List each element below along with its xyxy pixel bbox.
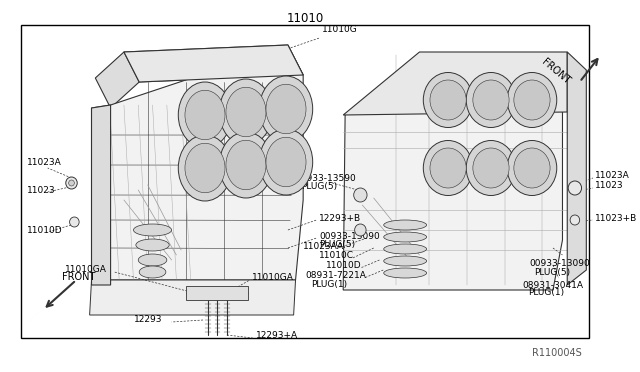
Text: 12293+B: 12293+B — [319, 214, 362, 222]
Text: 11010D: 11010D — [326, 262, 362, 270]
Text: 11010C: 11010C — [319, 251, 355, 260]
Polygon shape — [92, 105, 111, 285]
Circle shape — [568, 181, 582, 195]
Ellipse shape — [134, 224, 172, 236]
Ellipse shape — [384, 220, 427, 230]
Ellipse shape — [507, 141, 557, 196]
Polygon shape — [124, 45, 303, 82]
Ellipse shape — [259, 129, 313, 195]
Ellipse shape — [266, 137, 306, 187]
Ellipse shape — [139, 266, 166, 278]
Bar — [21, 25, 589, 338]
Ellipse shape — [220, 132, 273, 198]
Text: 11023A: 11023A — [595, 170, 630, 180]
Ellipse shape — [185, 143, 225, 193]
Ellipse shape — [384, 232, 427, 242]
Text: 00933-13090: 00933-13090 — [319, 231, 380, 241]
Text: PLUG(5): PLUG(5) — [534, 267, 570, 276]
Polygon shape — [343, 58, 563, 290]
Ellipse shape — [466, 73, 516, 128]
Text: PLUG(1): PLUG(1) — [311, 279, 347, 289]
Text: 11010GA: 11010GA — [65, 266, 107, 275]
Ellipse shape — [266, 84, 306, 134]
Ellipse shape — [185, 90, 225, 140]
Ellipse shape — [473, 80, 509, 120]
Circle shape — [70, 217, 79, 227]
Text: 12293: 12293 — [134, 315, 162, 324]
Ellipse shape — [430, 148, 466, 188]
Text: 12293+A: 12293+A — [255, 331, 298, 340]
Circle shape — [68, 180, 74, 186]
Text: 11023AA: 11023AA — [303, 241, 344, 250]
Text: 00933-13090: 00933-13090 — [529, 260, 590, 269]
Text: 08931-7221A: 08931-7221A — [305, 272, 366, 280]
Polygon shape — [90, 280, 296, 315]
Text: 11023: 11023 — [595, 180, 623, 189]
Polygon shape — [186, 286, 248, 300]
Ellipse shape — [514, 80, 550, 120]
Ellipse shape — [226, 87, 266, 137]
Polygon shape — [95, 52, 139, 108]
Ellipse shape — [136, 239, 169, 251]
Text: 11010G: 11010G — [322, 25, 358, 34]
Text: 08931-3041A: 08931-3041A — [522, 280, 584, 289]
Text: PLUG(5): PLUG(5) — [319, 240, 355, 248]
Ellipse shape — [423, 73, 473, 128]
Text: 11010: 11010 — [287, 12, 324, 25]
Polygon shape — [92, 46, 303, 280]
Ellipse shape — [473, 148, 509, 188]
Polygon shape — [567, 52, 586, 285]
Polygon shape — [343, 52, 567, 115]
Ellipse shape — [138, 254, 167, 266]
Text: 00933-13590: 00933-13590 — [296, 173, 356, 183]
Ellipse shape — [179, 135, 232, 201]
Text: 11010D: 11010D — [27, 225, 62, 234]
Ellipse shape — [259, 76, 313, 142]
Text: PLUG(1): PLUG(1) — [528, 289, 564, 298]
Ellipse shape — [384, 244, 427, 254]
Ellipse shape — [466, 141, 516, 196]
Ellipse shape — [179, 82, 232, 148]
Ellipse shape — [430, 80, 466, 120]
Text: 11023A: 11023A — [27, 157, 61, 167]
Polygon shape — [124, 45, 303, 82]
Text: PLUG(5): PLUG(5) — [301, 182, 337, 190]
Text: 11023: 11023 — [27, 186, 55, 195]
Circle shape — [355, 224, 366, 236]
Text: FRONT: FRONT — [62, 272, 95, 282]
Ellipse shape — [507, 73, 557, 128]
Text: 11023+B: 11023+B — [595, 214, 637, 222]
Ellipse shape — [220, 79, 273, 145]
Text: FRONT: FRONT — [540, 57, 572, 86]
Circle shape — [570, 215, 580, 225]
Text: R110004S: R110004S — [532, 348, 582, 358]
Ellipse shape — [384, 268, 427, 278]
Ellipse shape — [384, 256, 427, 266]
Ellipse shape — [423, 141, 473, 196]
Ellipse shape — [514, 148, 550, 188]
Ellipse shape — [226, 140, 266, 190]
Text: 11010GA: 11010GA — [252, 273, 294, 282]
Circle shape — [354, 188, 367, 202]
Circle shape — [66, 177, 77, 189]
